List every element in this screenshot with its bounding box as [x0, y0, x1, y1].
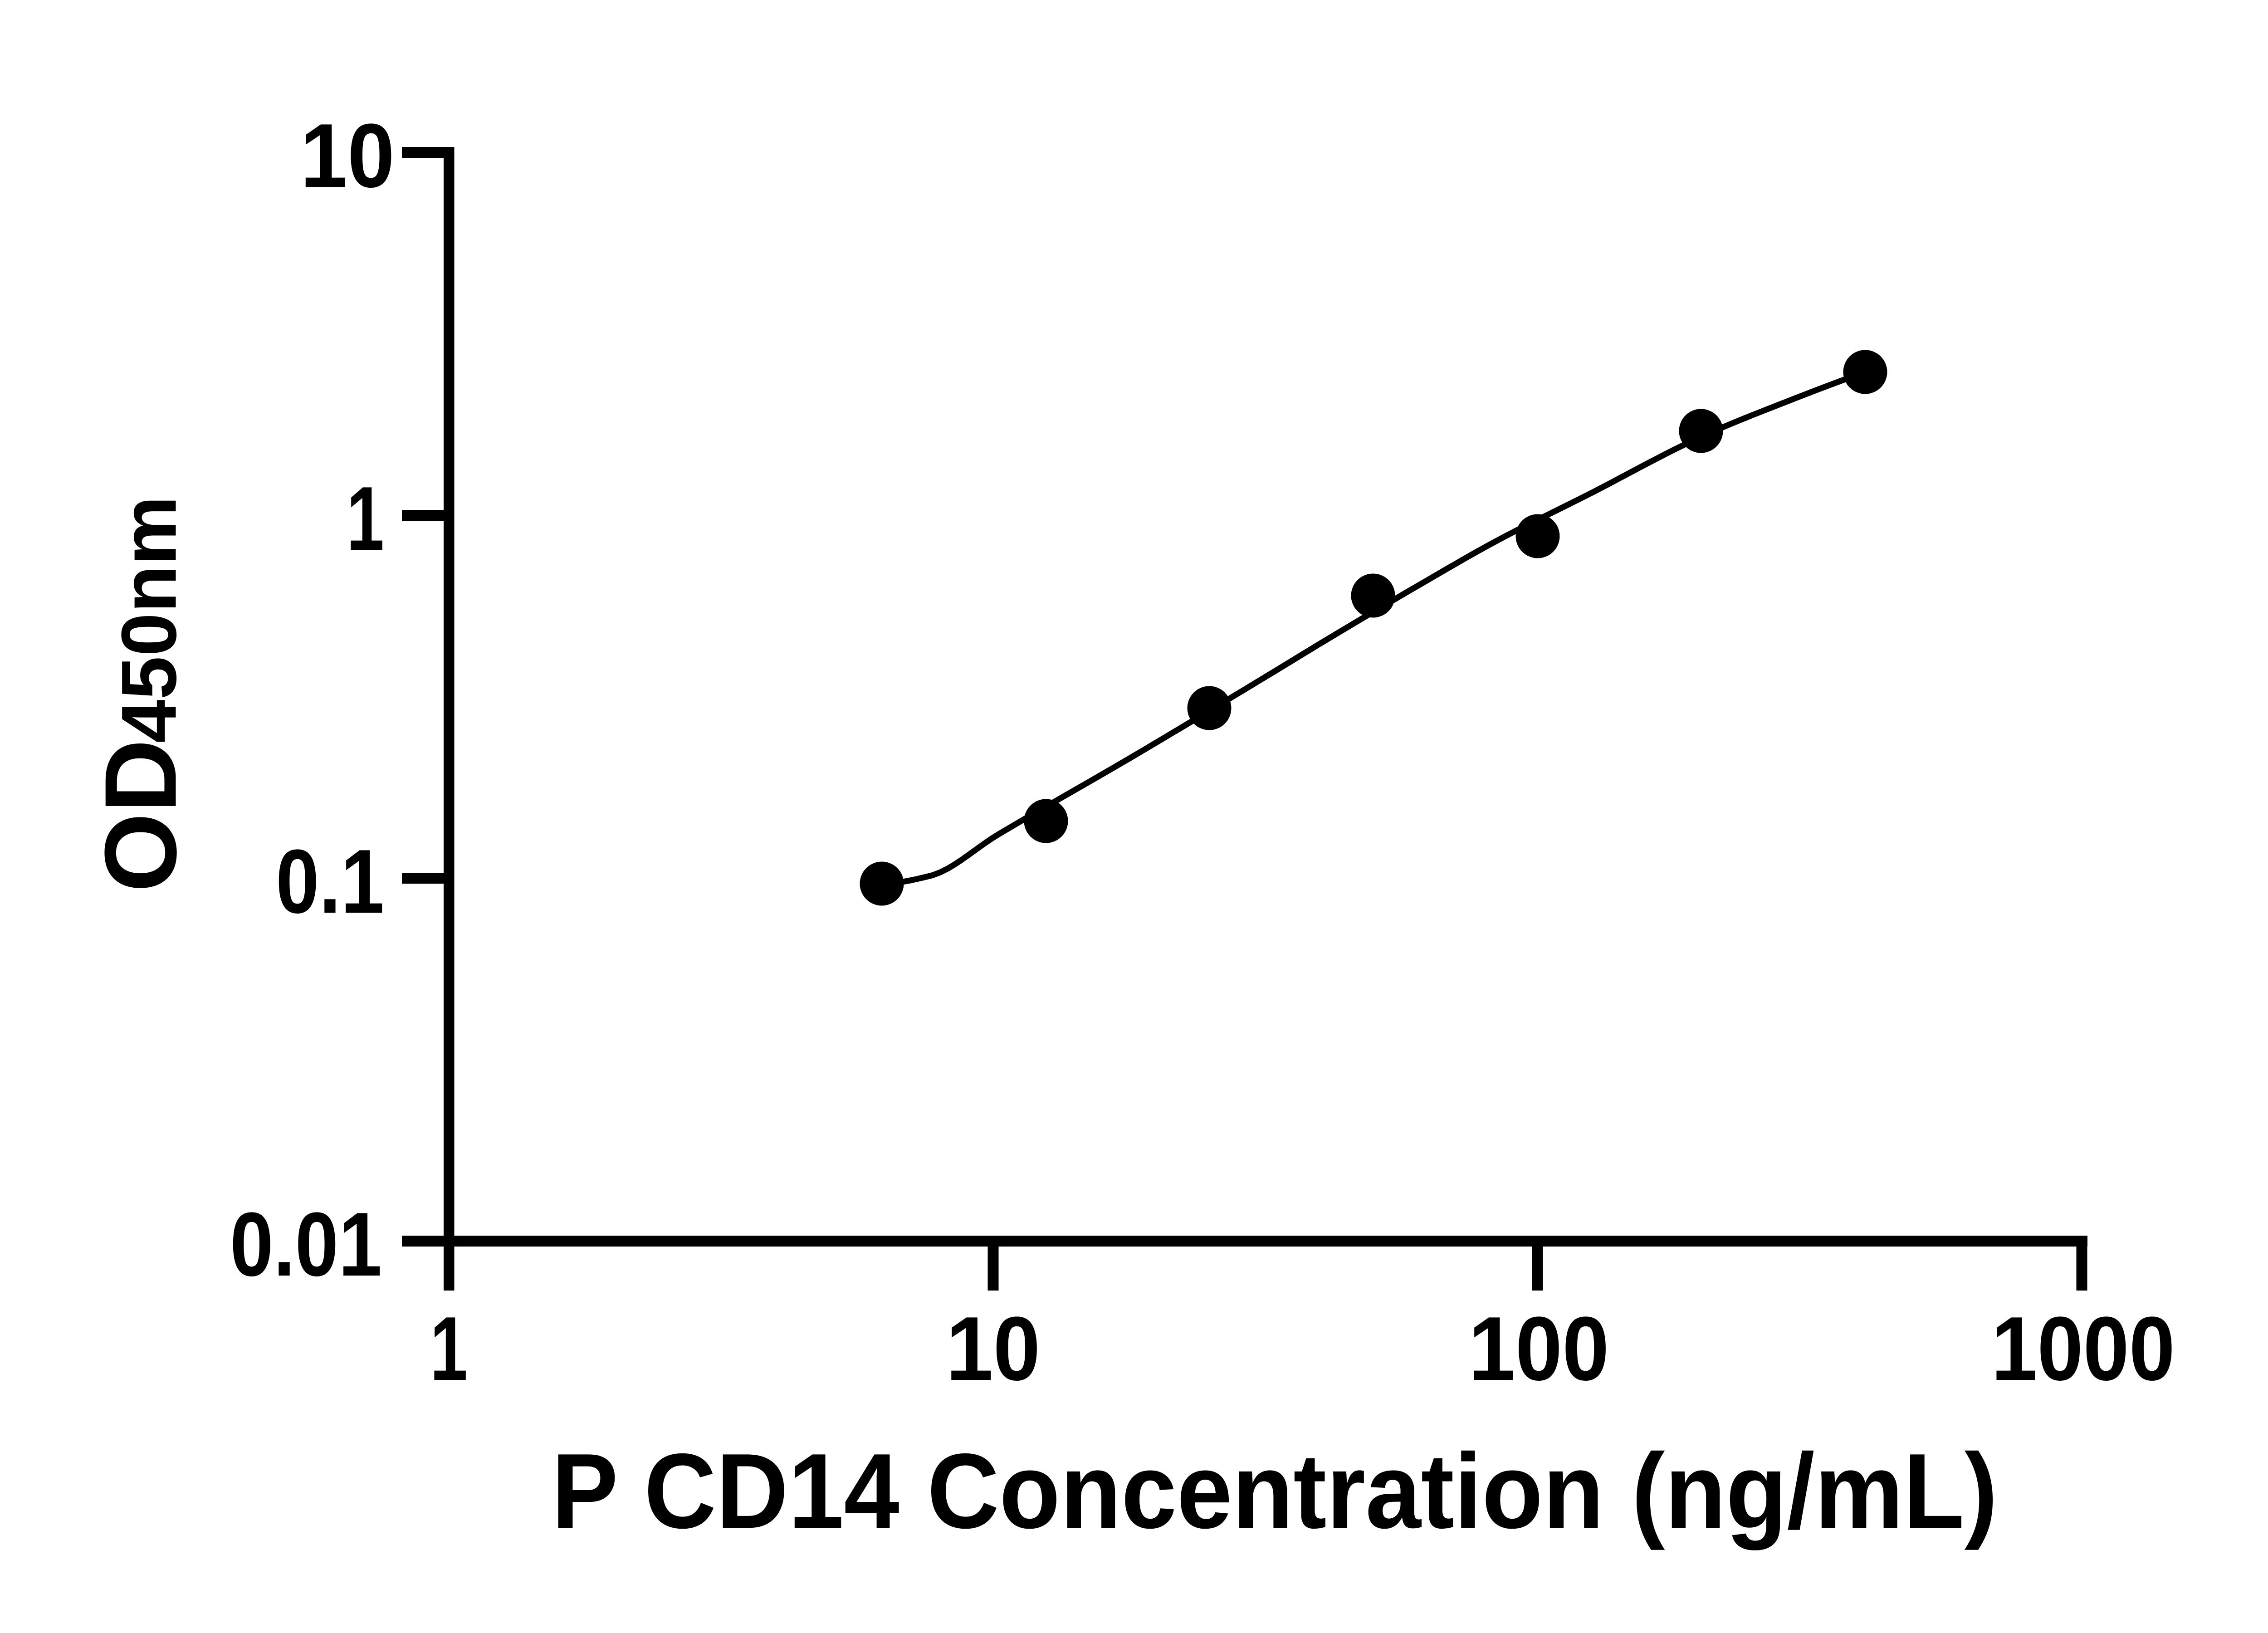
- svg-text:450nm: 450nm: [106, 496, 193, 743]
- svg-text:100: 100: [1469, 1298, 1609, 1399]
- svg-text:OD: OD: [83, 739, 198, 893]
- svg-text:1: 1: [430, 1298, 468, 1399]
- svg-text:1: 1: [347, 468, 384, 569]
- svg-text:0.1: 0.1: [276, 831, 384, 932]
- svg-text:10: 10: [300, 105, 395, 206]
- svg-text:P CD14 Concentration (ng/mL): P CD14 Concentration (ng/mL): [552, 1431, 1998, 1550]
- svg-text:10: 10: [946, 1298, 1041, 1399]
- svg-text:1000: 1000: [1991, 1298, 2175, 1399]
- svg-text:0.01: 0.01: [230, 1194, 382, 1295]
